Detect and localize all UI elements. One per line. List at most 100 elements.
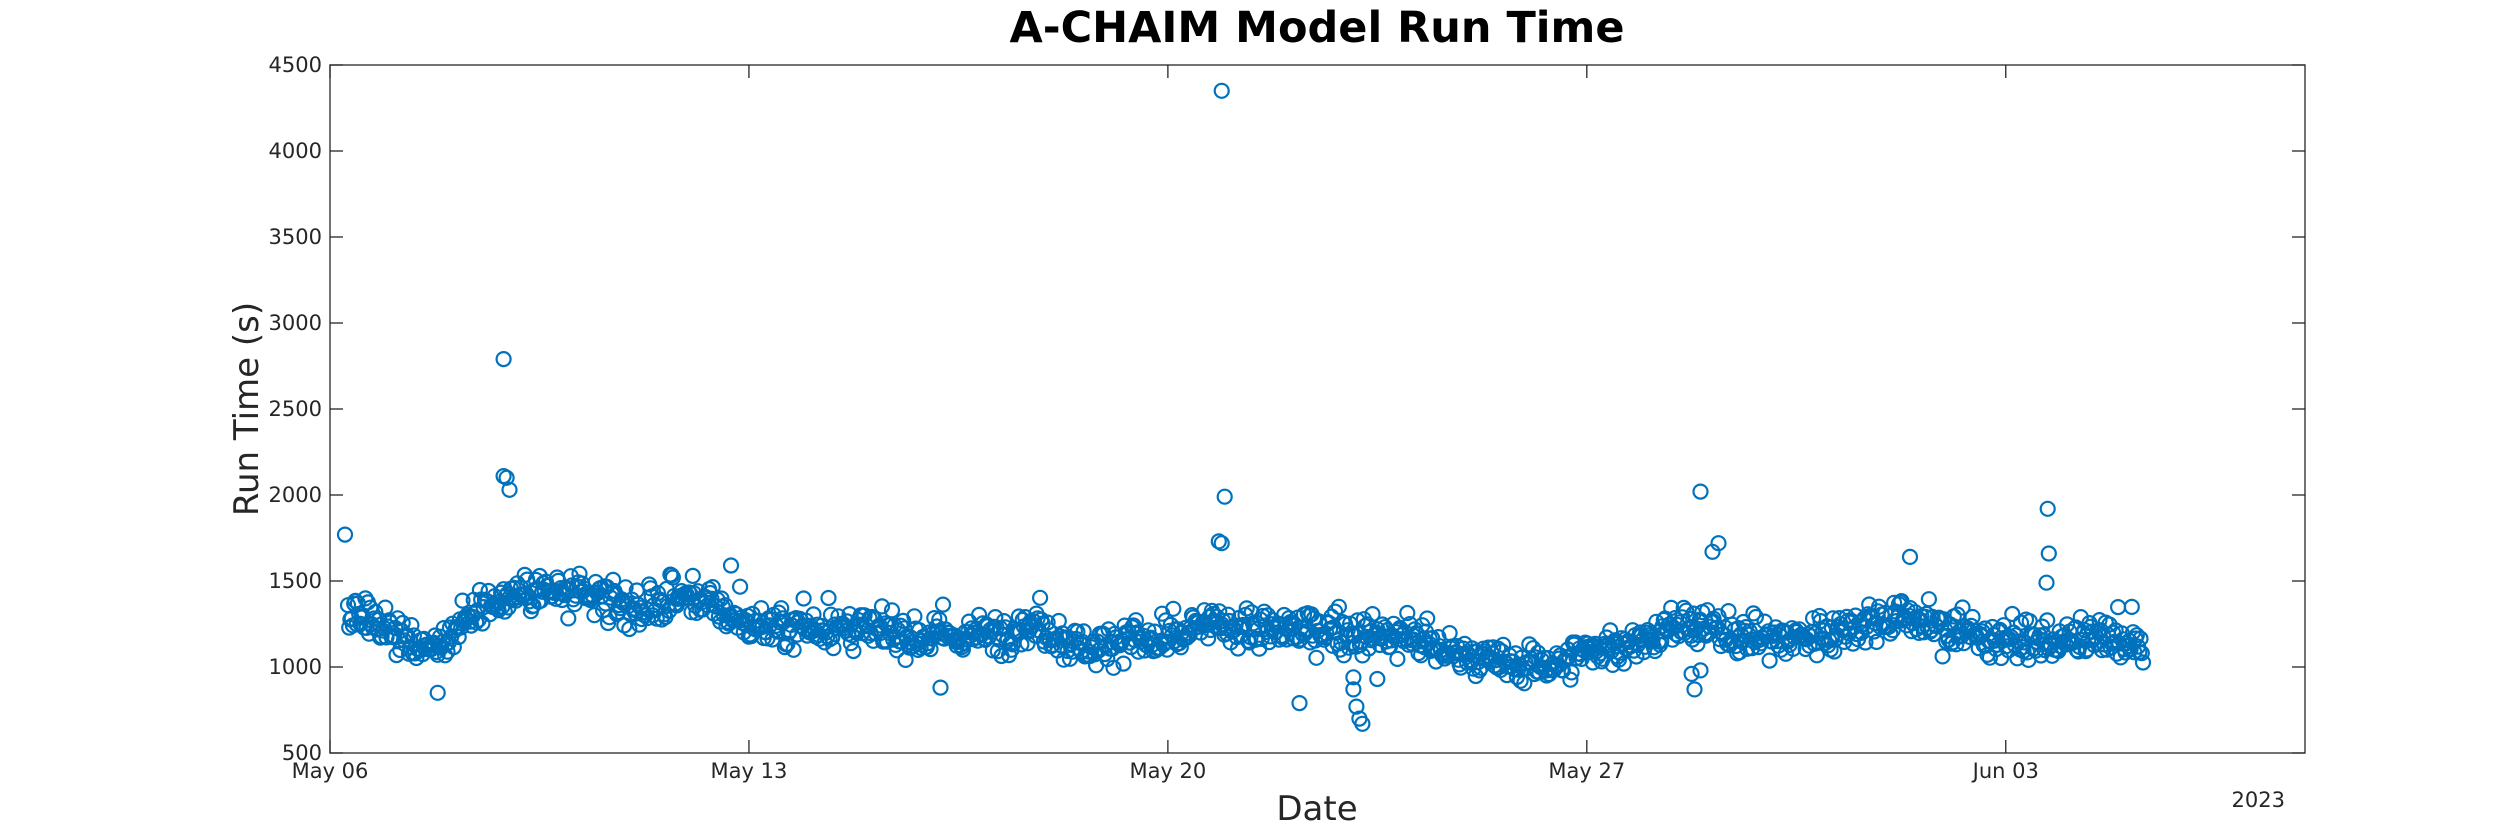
data-point bbox=[1808, 647, 1826, 664]
data-point bbox=[1516, 675, 1533, 692]
data-point bbox=[1369, 670, 1386, 688]
data-point bbox=[1399, 604, 1416, 622]
data-point bbox=[601, 609, 618, 626]
data-point bbox=[2039, 500, 2056, 517]
data-point bbox=[1857, 634, 1874, 651]
data-point bbox=[501, 481, 518, 498]
data-point bbox=[1689, 635, 1706, 653]
data-point bbox=[2134, 654, 2152, 671]
y-axis-label: Run Time (s) bbox=[227, 302, 267, 516]
data-point bbox=[498, 469, 515, 486]
data-point bbox=[1512, 672, 1529, 689]
x-tick-label: May 27 bbox=[1548, 759, 1625, 783]
data-point bbox=[820, 589, 837, 607]
data-point bbox=[664, 569, 682, 586]
data-point bbox=[1524, 640, 1542, 657]
data-point bbox=[883, 602, 901, 619]
data-point bbox=[490, 602, 507, 619]
data-point bbox=[1844, 635, 1862, 652]
data-point bbox=[617, 579, 634, 596]
data-point bbox=[1610, 651, 1628, 668]
data-point bbox=[1704, 543, 1721, 560]
data-point bbox=[1360, 640, 1377, 657]
data-point bbox=[922, 640, 939, 658]
x-tick-label: May 20 bbox=[1129, 759, 1206, 783]
data-point bbox=[1381, 638, 1399, 655]
data-point bbox=[1562, 671, 1579, 688]
x-axis-year-label: 2023 bbox=[2232, 788, 2285, 812]
y-tick-label: 3500 bbox=[269, 225, 322, 249]
data-point bbox=[1934, 648, 1951, 665]
data-point bbox=[1216, 488, 1233, 505]
x-tick-label: May 06 bbox=[292, 759, 369, 783]
data-point bbox=[1213, 535, 1230, 552]
data-point bbox=[1127, 612, 1145, 629]
data-point bbox=[1389, 650, 1406, 668]
data-point bbox=[1745, 605, 1762, 622]
data-point bbox=[1031, 589, 1049, 606]
data-point bbox=[1102, 633, 1120, 651]
data-point bbox=[1308, 649, 1325, 666]
data-point bbox=[1105, 659, 1122, 676]
data-point bbox=[990, 631, 1008, 648]
data-point bbox=[599, 614, 617, 632]
data-point bbox=[845, 642, 862, 660]
data-point bbox=[825, 639, 842, 657]
y-tick-label: 1500 bbox=[269, 569, 322, 593]
data-point bbox=[367, 603, 384, 621]
y-tick-label: 3000 bbox=[269, 311, 322, 335]
data-point bbox=[2040, 545, 2057, 562]
data-point bbox=[1238, 600, 1255, 617]
data-point bbox=[1345, 681, 1362, 698]
data-point bbox=[1683, 665, 1700, 683]
data-point bbox=[1364, 605, 1381, 623]
data-point bbox=[906, 608, 923, 625]
data-point bbox=[932, 679, 949, 696]
data-point bbox=[495, 351, 512, 368]
y-tick-label: 500 bbox=[282, 741, 322, 765]
data-point bbox=[1415, 630, 1432, 648]
data-point bbox=[496, 603, 513, 620]
chart-title: A-CHAIM Model Run Time bbox=[1009, 3, 1624, 53]
data-point bbox=[1563, 664, 1580, 681]
data-point bbox=[1039, 614, 1056, 631]
axis-ticks: 500 1000 1500 2000 2500 3000 3500 4000 4500 May 0… bbox=[269, 53, 2305, 783]
data-point bbox=[637, 607, 654, 624]
data-point bbox=[1901, 548, 1919, 566]
data-point bbox=[1199, 630, 1217, 647]
data-point bbox=[995, 612, 1013, 630]
data-point bbox=[336, 526, 354, 543]
data-point bbox=[1692, 483, 1709, 500]
data-point bbox=[886, 617, 903, 634]
data-point bbox=[1663, 599, 1680, 617]
data-point bbox=[1354, 715, 1371, 732]
data-point bbox=[2123, 598, 2140, 616]
data-point bbox=[445, 638, 462, 656]
y-tick-label: 2500 bbox=[269, 397, 322, 421]
data-point bbox=[1115, 655, 1132, 672]
data-point bbox=[2039, 612, 2056, 629]
data-point bbox=[1075, 623, 1092, 640]
data-point bbox=[785, 641, 802, 658]
x-tick-label: Jun 03 bbox=[1971, 759, 2039, 783]
data-point bbox=[586, 607, 603, 624]
data-point bbox=[722, 557, 740, 574]
data-point bbox=[560, 610, 577, 627]
y-tick-label: 2000 bbox=[269, 483, 322, 507]
data-point bbox=[429, 684, 446, 701]
data-point bbox=[1165, 600, 1182, 617]
data-point bbox=[1069, 623, 1086, 640]
data-point bbox=[1915, 624, 1933, 641]
data-point bbox=[1326, 603, 1344, 620]
data-point bbox=[934, 596, 952, 613]
data-point bbox=[1868, 633, 1885, 651]
data-point bbox=[1259, 607, 1277, 624]
data-point bbox=[731, 578, 749, 595]
data-point bbox=[1055, 651, 1072, 668]
data-point bbox=[2068, 642, 2086, 659]
data-point bbox=[684, 567, 701, 585]
data-point bbox=[1419, 610, 1436, 627]
data-point bbox=[1902, 599, 1919, 617]
data-point bbox=[795, 590, 812, 607]
data-point bbox=[1882, 625, 1899, 642]
